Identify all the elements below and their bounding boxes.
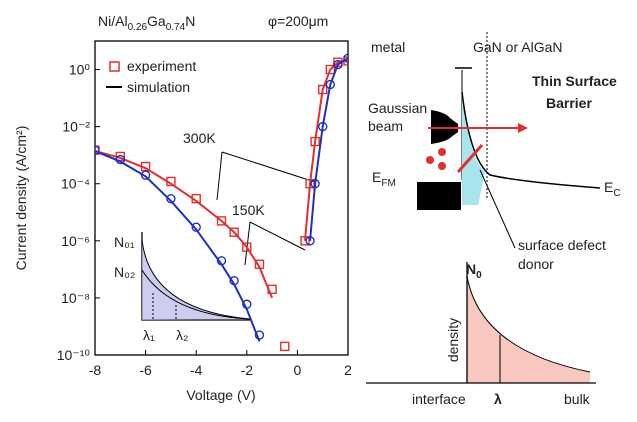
data-point <box>216 216 227 226</box>
inset-label: λ₁ <box>143 327 155 343</box>
data-point <box>280 341 290 352</box>
diagram-label: metal <box>371 39 405 55</box>
y-tick-label: 10⁻⁶ <box>61 233 90 249</box>
inset-curves <box>141 239 251 320</box>
diagram-label: λ <box>494 391 502 407</box>
barrier-fill <box>462 92 485 205</box>
data-point <box>242 242 252 252</box>
y-tick-label: 10⁻⁸ <box>61 290 90 306</box>
inset-label: N₀₂ <box>114 264 135 280</box>
simulation-line <box>95 58 348 299</box>
diagram-label: Gaussian <box>368 100 427 116</box>
inset-label: N₀₁ <box>114 234 135 250</box>
diagram-label: GaN or AlGaN <box>473 39 562 55</box>
electron <box>438 162 446 170</box>
y-tick-label: 10⁰ <box>69 62 91 78</box>
conduction-band <box>461 91 601 189</box>
density-axes <box>366 262 596 384</box>
donor-pointer <box>479 169 516 249</box>
x-axis-label: Voltage (V) <box>186 387 255 403</box>
donor-level <box>456 144 484 173</box>
y-tick-label: 10⁻⁴ <box>61 176 90 192</box>
legend-label: experiment <box>127 58 196 74</box>
y-tick-label: 10⁻² <box>62 119 90 135</box>
x-tick-label: -6 <box>139 362 152 378</box>
legend-symbol <box>109 61 120 72</box>
data-point <box>191 222 201 232</box>
beam-arrowhead <box>518 123 528 133</box>
diagram-label: beam <box>368 118 403 134</box>
x-tick-label: 2 <box>344 362 352 378</box>
diagram-label: Thin Surface <box>532 73 617 89</box>
data-point <box>325 64 335 75</box>
electron <box>426 156 434 164</box>
band-diagram <box>417 32 601 249</box>
x-tick-label: -4 <box>190 362 203 378</box>
diagram-label: interface <box>412 391 466 407</box>
inset-label: λ₂ <box>176 327 188 343</box>
chart-title: Ni/Al0.26Ga0.74N <box>98 13 195 33</box>
annotation: 150K <box>232 202 265 218</box>
data-point <box>95 145 100 155</box>
annotation-pointer <box>216 151 316 201</box>
y-axis-label: Current density (A/cm²) <box>13 126 29 271</box>
x-tick-label: 0 <box>294 362 302 378</box>
inset-fill <box>142 240 250 320</box>
diagram-label: Barrier <box>546 95 592 111</box>
data-point <box>333 59 343 70</box>
diagram-label: EC <box>604 179 621 199</box>
diagram-label: N0 <box>466 261 482 281</box>
diagram-label: donor <box>518 256 554 272</box>
plot-area <box>95 53 348 352</box>
y-tick-label: 10⁻¹⁰ <box>57 347 91 363</box>
data-point <box>166 193 176 204</box>
metal-fermi <box>417 182 461 210</box>
legend-label: simulation <box>127 79 190 95</box>
density-curve <box>466 275 591 373</box>
plot-frame <box>94 40 349 356</box>
subtitle: φ=200μm <box>268 13 328 29</box>
annotation: 300K <box>183 130 216 146</box>
diagram-label: density <box>445 318 461 362</box>
diagram-label: surface defect <box>518 237 606 253</box>
data-point <box>343 53 348 63</box>
inset-markers <box>152 293 177 320</box>
x-tick-label: -2 <box>241 362 254 378</box>
data-point <box>229 227 239 237</box>
x-tick-label: -8 <box>89 362 102 378</box>
electron <box>438 148 446 156</box>
diagram-label: EFM <box>372 169 396 189</box>
diagram-label: bulk <box>564 391 591 407</box>
density-fill <box>467 276 590 383</box>
simulation-line <box>95 57 348 342</box>
